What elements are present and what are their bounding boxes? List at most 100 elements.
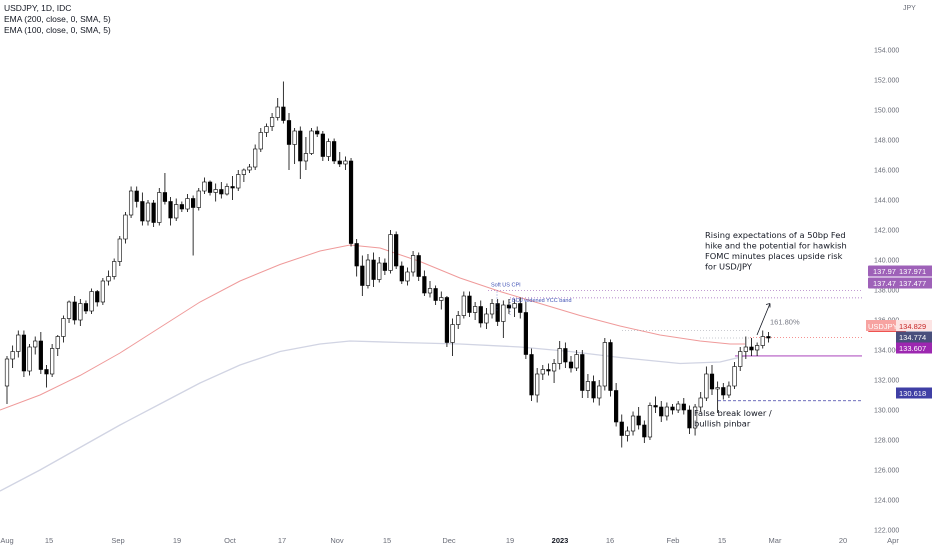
- current-symbol-text2: USDJPY: [868, 322, 898, 331]
- bull-candle-body: [55, 336, 60, 349]
- x-tick-label: 20: [839, 536, 847, 545]
- y-tick-label: 128.000: [874, 438, 899, 445]
- candle: [546, 363, 551, 376]
- bull-candle-body: [377, 262, 382, 280]
- candle: [664, 402, 669, 421]
- bull-candle-body: [123, 214, 128, 240]
- bear-candle-body: [348, 160, 354, 244]
- candle: [95, 290, 100, 307]
- horizontal-levels: [488, 290, 862, 402]
- candle: [580, 350, 585, 398]
- bull-candle-body: [512, 303, 517, 309]
- candle: [512, 299, 517, 317]
- tag-130618: 130.618: [896, 387, 932, 399]
- bull-candle-body: [755, 345, 760, 351]
- candle: [394, 231, 399, 269]
- bear-candle-body: [529, 354, 534, 396]
- candle: [461, 291, 466, 319]
- bear-candle-body: [320, 133, 325, 157]
- candle: [467, 291, 472, 317]
- y-tick-label: 150.000: [874, 108, 899, 115]
- bull-candle-body: [597, 385, 602, 399]
- bear-candle-body: [38, 340, 43, 370]
- candle: [179, 201, 184, 212]
- candle: [38, 332, 43, 374]
- candle: [529, 348, 534, 401]
- bull-candle-body: [157, 192, 162, 223]
- candle: [117, 236, 122, 266]
- candle: [241, 168, 246, 182]
- candle: [659, 401, 664, 422]
- bull-candle-body: [427, 288, 433, 294]
- bear-candle-body: [286, 120, 292, 145]
- x-tick-label: Mar: [769, 536, 782, 545]
- y-tick-label: 148.000: [874, 138, 899, 145]
- candle: [591, 375, 596, 403]
- candle: [523, 302, 528, 359]
- x-tick-label: 2023: [552, 536, 569, 545]
- bull-candle-body: [698, 397, 703, 408]
- candle: [518, 297, 523, 319]
- candle: [348, 158, 354, 247]
- symbol-title[interactable]: USDJPY, 1D, IDC: [4, 3, 72, 13]
- x-tick-label: Feb: [667, 536, 680, 545]
- y-tick-label: 126.000: [874, 468, 899, 475]
- annotations: Soft US CPI BOJ widened YCC band 161.80% Ri…: [491, 230, 847, 429]
- rising-expectations-text: FOMC minutes places upside risk: [705, 251, 843, 261]
- candle: [371, 252, 376, 287]
- candle: [760, 330, 765, 349]
- candle: [337, 152, 342, 167]
- candle: [33, 336, 38, 355]
- x-tick-label: Sep: [111, 536, 124, 545]
- candle: [473, 302, 478, 320]
- bear-candle-body: [687, 409, 692, 429]
- rising-expectations-text: hike and the potential for hawkish: [705, 241, 847, 251]
- candle: [557, 341, 562, 370]
- bull-candle-body: [275, 106, 280, 118]
- candle: [749, 338, 754, 356]
- bear-candle-body: [399, 265, 404, 282]
- axes: 122.000 124.000 126.000 128.000 130.000 132.0…: [0, 5, 932, 545]
- ema-100-legend[interactable]: EMA (100, close, 0, SMA, 5): [4, 25, 111, 35]
- candle: [551, 359, 557, 383]
- x-tick-label: 19: [506, 536, 514, 545]
- x-tick-label: Aug: [0, 536, 13, 545]
- candle: [450, 318, 455, 356]
- candle: [185, 194, 190, 212]
- candle: [365, 254, 371, 289]
- candle: [292, 128, 297, 164]
- x-tick-label: 15: [45, 536, 53, 545]
- candle: [405, 267, 410, 286]
- x-tick-label: Nov: [330, 536, 344, 545]
- bull-candle-body: [473, 306, 478, 313]
- false-break-text: bullish pinbar: [694, 419, 751, 429]
- x-tick-label: 15: [383, 536, 391, 545]
- candle: [191, 195, 196, 256]
- bear-candle-body: [168, 201, 173, 219]
- x-tick-label: 16: [606, 536, 614, 545]
- tag-137971-r: 137.971: [896, 265, 932, 277]
- bull-candle-body: [106, 276, 111, 282]
- candles: [4, 81, 771, 448]
- candle: [174, 198, 179, 221]
- bull-candle-body: [27, 346, 32, 372]
- candle: [676, 401, 681, 413]
- arrow-line: [756, 303, 771, 336]
- candle: [298, 126, 303, 179]
- bull-candle-body: [456, 315, 461, 325]
- bull-candle-body: [484, 313, 489, 324]
- bear-candle-body: [619, 421, 624, 436]
- candle: [213, 183, 218, 202]
- tag-137477-text: 137.477: [873, 279, 900, 288]
- bull-candle-body: [760, 336, 765, 346]
- candle: [755, 342, 760, 356]
- candle: [726, 381, 732, 398]
- bull-candle-body: [185, 198, 190, 210]
- ema-200-legend[interactable]: EMA (200, close, 0, SMA, 5): [4, 14, 111, 24]
- bull-candle-body: [202, 181, 207, 192]
- candle: [27, 344, 32, 376]
- bull-candle-body: [258, 132, 263, 150]
- candle: [540, 365, 545, 380]
- candle: [4, 356, 10, 404]
